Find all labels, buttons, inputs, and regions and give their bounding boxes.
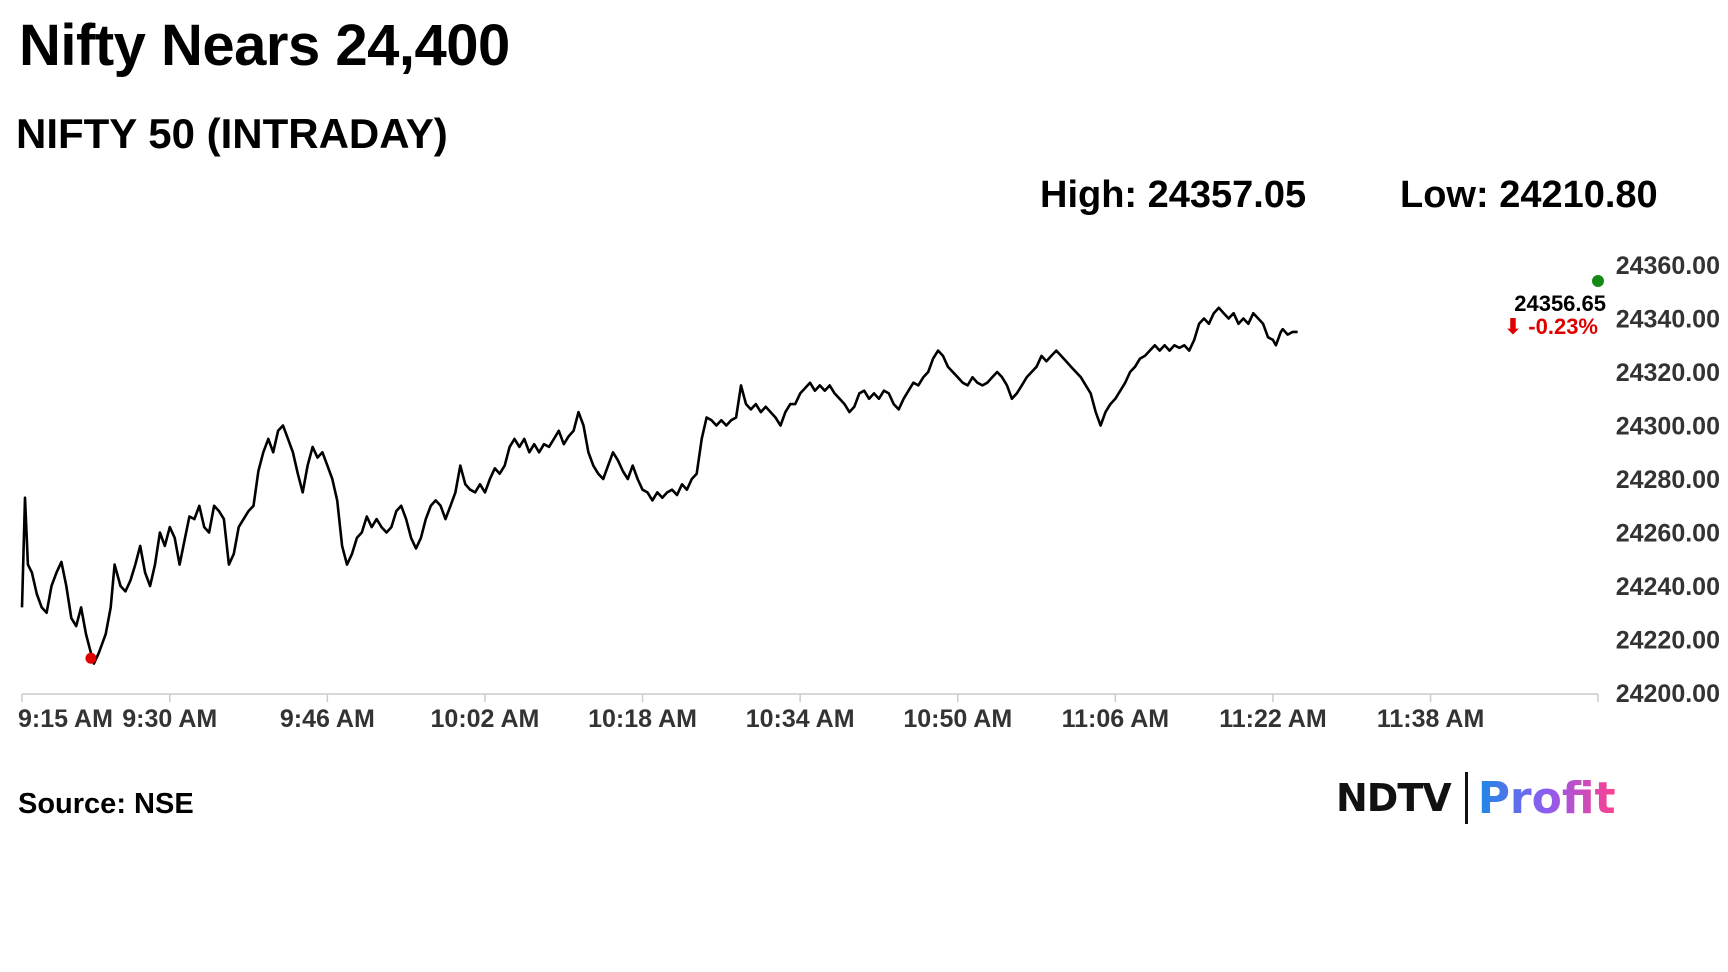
y-tick-label: 24360.00 <box>1616 252 1720 280</box>
last-value-label: 24356.65 <box>1514 291 1606 316</box>
x-tick-label: 11:06 AM <box>1062 705 1169 733</box>
y-tick-label: 24280.00 <box>1616 466 1720 494</box>
series-line <box>20 306 1298 665</box>
low-point-marker <box>85 652 97 664</box>
brand-divider <box>1464 772 1468 824</box>
y-tick-label: 24260.00 <box>1616 520 1720 548</box>
x-tick-label: 11:22 AM <box>1219 705 1326 733</box>
change-percent-label: ⬇ -0.23% <box>1504 314 1598 339</box>
y-axis-ticks: 24360.00 24340.00 24320.00 24300.00 24280.00… <box>1616 252 1720 708</box>
x-tick-label: 11:38 AM <box>1377 705 1484 733</box>
brand-profit: Profit <box>1477 772 1616 824</box>
x-tick-label: 9:30 AM <box>122 705 217 733</box>
brand-ndtv: NDTV <box>1336 776 1452 820</box>
x-tick-label: 9:46 AM <box>280 705 375 733</box>
x-tick-label: 9:15 AM <box>18 705 113 733</box>
x-tick-label: 10:34 AM <box>746 705 855 733</box>
high-point-marker <box>1592 274 1604 287</box>
y-tick-label: 24340.00 <box>1616 306 1720 334</box>
y-tick-label: 24240.00 <box>1616 573 1720 601</box>
x-tick-label: 10:18 AM <box>588 705 697 733</box>
headline: Nifty Nears 24,400 <box>19 13 510 78</box>
x-tick-label: 10:50 AM <box>903 705 1012 733</box>
y-tick-label: 24220.00 <box>1616 627 1720 655</box>
chart-title: NIFTY 50 (INTRADAY) <box>16 110 448 157</box>
y-tick-label: 24200.00 <box>1616 680 1720 708</box>
y-tick-label: 24300.00 <box>1616 413 1720 441</box>
intraday-line-chart: 9:15 AM 9:30 AM 9:46 AM 10:02 AM 10:18 AM 10:… <box>18 252 1720 733</box>
brand-logo: NDTV Profit <box>1336 770 1616 826</box>
low-stat: Low: 24210.80 <box>1400 174 1658 216</box>
x-axis-ticks: 9:15 AM 9:30 AM 9:46 AM 10:02 AM 10:18 AM 10:… <box>18 694 1599 733</box>
x-tick-label: 10:02 AM <box>431 705 540 733</box>
y-tick-label: 24320.00 <box>1616 359 1720 387</box>
source-note: Source: NSE <box>18 788 194 820</box>
high-stat: High: 24357.05 <box>1040 174 1307 216</box>
